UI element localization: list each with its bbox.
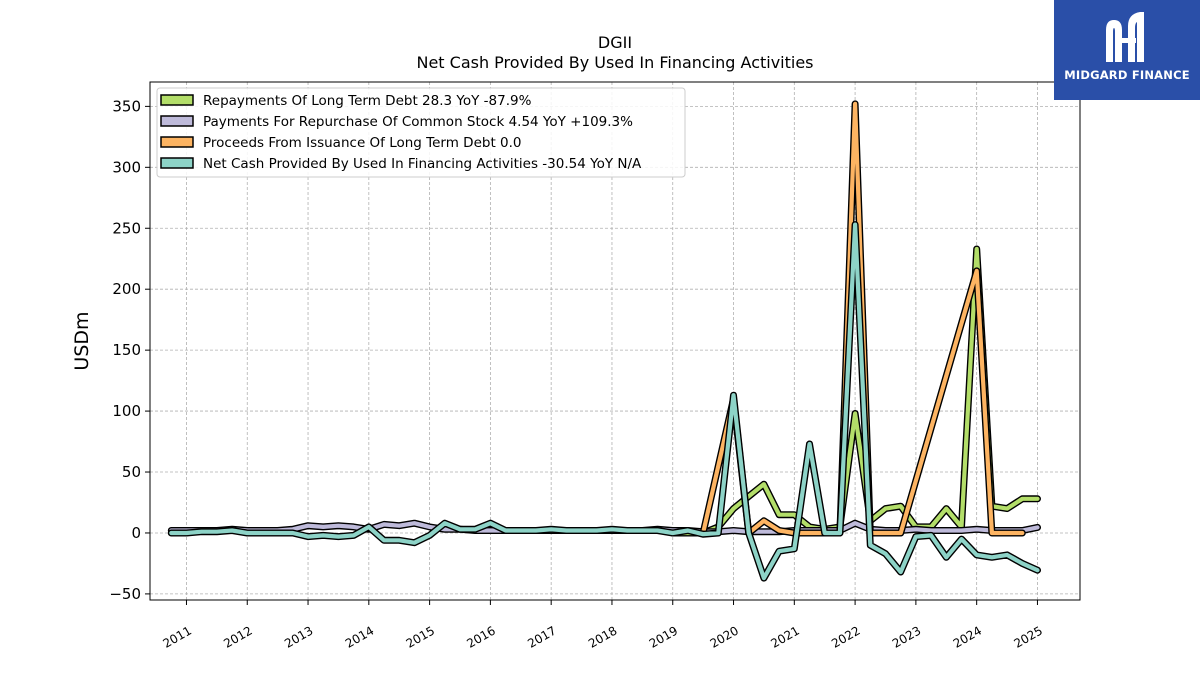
x-tick-label: 2020: [708, 623, 741, 650]
y-tick-label: 0: [131, 524, 141, 542]
y-tick-label: 200: [112, 280, 141, 298]
x-tick-label: 2017: [525, 623, 558, 650]
chart-title: DGII: [598, 33, 632, 52]
x-tick-label: 2015: [404, 623, 437, 650]
x-tick-label: 2022: [829, 623, 862, 650]
x-tick-label: 2014: [343, 623, 376, 650]
y-tick-label: 150: [112, 341, 141, 359]
legend: Repayments Of Long Term Debt 28.3 YoY -8…: [156, 87, 686, 178]
x-tick-label: 2013: [282, 623, 315, 650]
series-line-0: [670, 246, 1040, 536]
legend-swatch: [160, 94, 194, 106]
brand-mark-icon: [1106, 12, 1144, 62]
series-line-3: [169, 222, 1040, 581]
x-tick-label: 2019: [647, 623, 680, 650]
legend-box: [156, 87, 686, 178]
brand-name: MIDGARD FINANCE: [1064, 68, 1190, 82]
x-tick-label: 2025: [1011, 623, 1044, 650]
y-tick-label: 100: [112, 402, 141, 420]
y-tick-label: 300: [112, 158, 141, 176]
y-tick-label: 50: [122, 463, 141, 481]
x-tick-label: 2012: [221, 623, 254, 650]
legend-swatch: [160, 136, 194, 148]
legend-label: Net Cash Provided By Used In Financing A…: [203, 156, 642, 172]
x-tick-label: 2024: [951, 623, 984, 650]
legend-swatch: [160, 115, 194, 127]
brand-logo: MIDGARD FINANCE: [1054, 0, 1200, 100]
y-axis-label: USDm: [71, 311, 93, 370]
chart-subtitle: Net Cash Provided By Used In Financing A…: [416, 53, 813, 72]
legend-label: Proceeds From Issuance Of Long Term Debt…: [203, 135, 522, 151]
x-tick-label: 2011: [161, 623, 194, 650]
y-tick-label: 250: [112, 219, 141, 237]
x-tick-label: 2021: [768, 623, 801, 650]
x-tick-label: 2016: [464, 623, 497, 650]
x-tick-label: 2018: [586, 623, 619, 650]
plot-frame: [149, 81, 1081, 601]
legend-label: Repayments Of Long Term Debt 28.3 YoY -8…: [203, 93, 532, 109]
series-layer: [167, 100, 1041, 582]
legend-label: Payments For Repurchase Of Common Stock …: [203, 114, 633, 130]
y-tick-label: 350: [112, 97, 141, 115]
y-tick-label: −50: [109, 585, 141, 603]
x-tick-label: 2023: [890, 623, 923, 650]
legend-swatch: [160, 157, 194, 169]
